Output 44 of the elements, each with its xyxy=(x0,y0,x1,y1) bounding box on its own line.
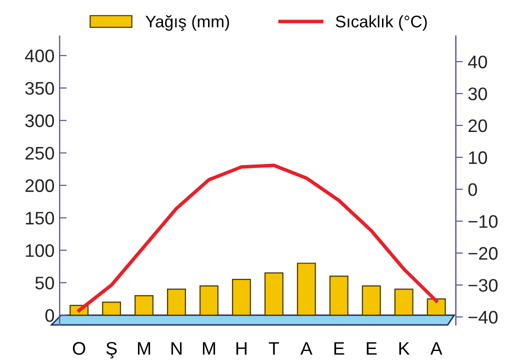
y-tick-label: 150 xyxy=(26,212,54,225)
legend-label: Yağış (mm) xyxy=(146,15,230,31)
bar xyxy=(362,285,381,316)
bar xyxy=(394,288,414,316)
y-tick-label: 400 xyxy=(25,50,54,62)
bar xyxy=(134,295,154,316)
y-tick-label: 100 xyxy=(26,244,54,257)
y2-tick-label: −20 xyxy=(468,247,498,260)
x-tick-label: N xyxy=(171,342,182,355)
x-tick-label: E xyxy=(334,342,344,355)
y2-tick-label: 40 xyxy=(468,56,488,68)
x-tick-label: T xyxy=(268,342,280,355)
y-tick-label: 200 xyxy=(25,179,54,192)
y2-tick-label: 30 xyxy=(468,87,488,100)
bar xyxy=(232,278,251,316)
bar xyxy=(296,262,316,316)
legend-label: Sıcaklık (°C) xyxy=(336,15,427,31)
y-tick-label: 300 xyxy=(25,114,54,128)
x-tick-label: K xyxy=(399,342,410,355)
y-tick-label: 0 xyxy=(45,309,54,322)
bar xyxy=(264,272,284,316)
x-tick-label: M xyxy=(202,342,216,355)
y-tick-label: 50 xyxy=(35,276,54,290)
y2-tick-label: −40 xyxy=(468,310,498,324)
x-tick-label: Ş xyxy=(106,342,117,358)
y2-tick-label: −30 xyxy=(468,278,498,292)
x-tick-label: E xyxy=(366,342,377,355)
y-tick-label: 250 xyxy=(25,146,54,160)
x-tick-label: O xyxy=(72,342,86,355)
x-tick-label: A xyxy=(300,342,312,355)
x-tick-label: H xyxy=(236,342,247,355)
x-tick-label: A xyxy=(430,342,442,355)
y2-tick-label: 10 xyxy=(469,151,488,164)
bar xyxy=(167,288,186,316)
line-series xyxy=(77,164,438,312)
bar xyxy=(329,276,348,316)
y2-tick-label: −10 xyxy=(468,215,498,228)
y2-tick-label: 0 xyxy=(468,183,477,196)
bar xyxy=(199,285,218,316)
bar xyxy=(426,298,446,316)
x-tick-label: M xyxy=(138,342,150,355)
y2-tick-label: 20 xyxy=(468,119,488,132)
bar xyxy=(102,302,122,316)
y-tick-label: 350 xyxy=(25,82,54,95)
